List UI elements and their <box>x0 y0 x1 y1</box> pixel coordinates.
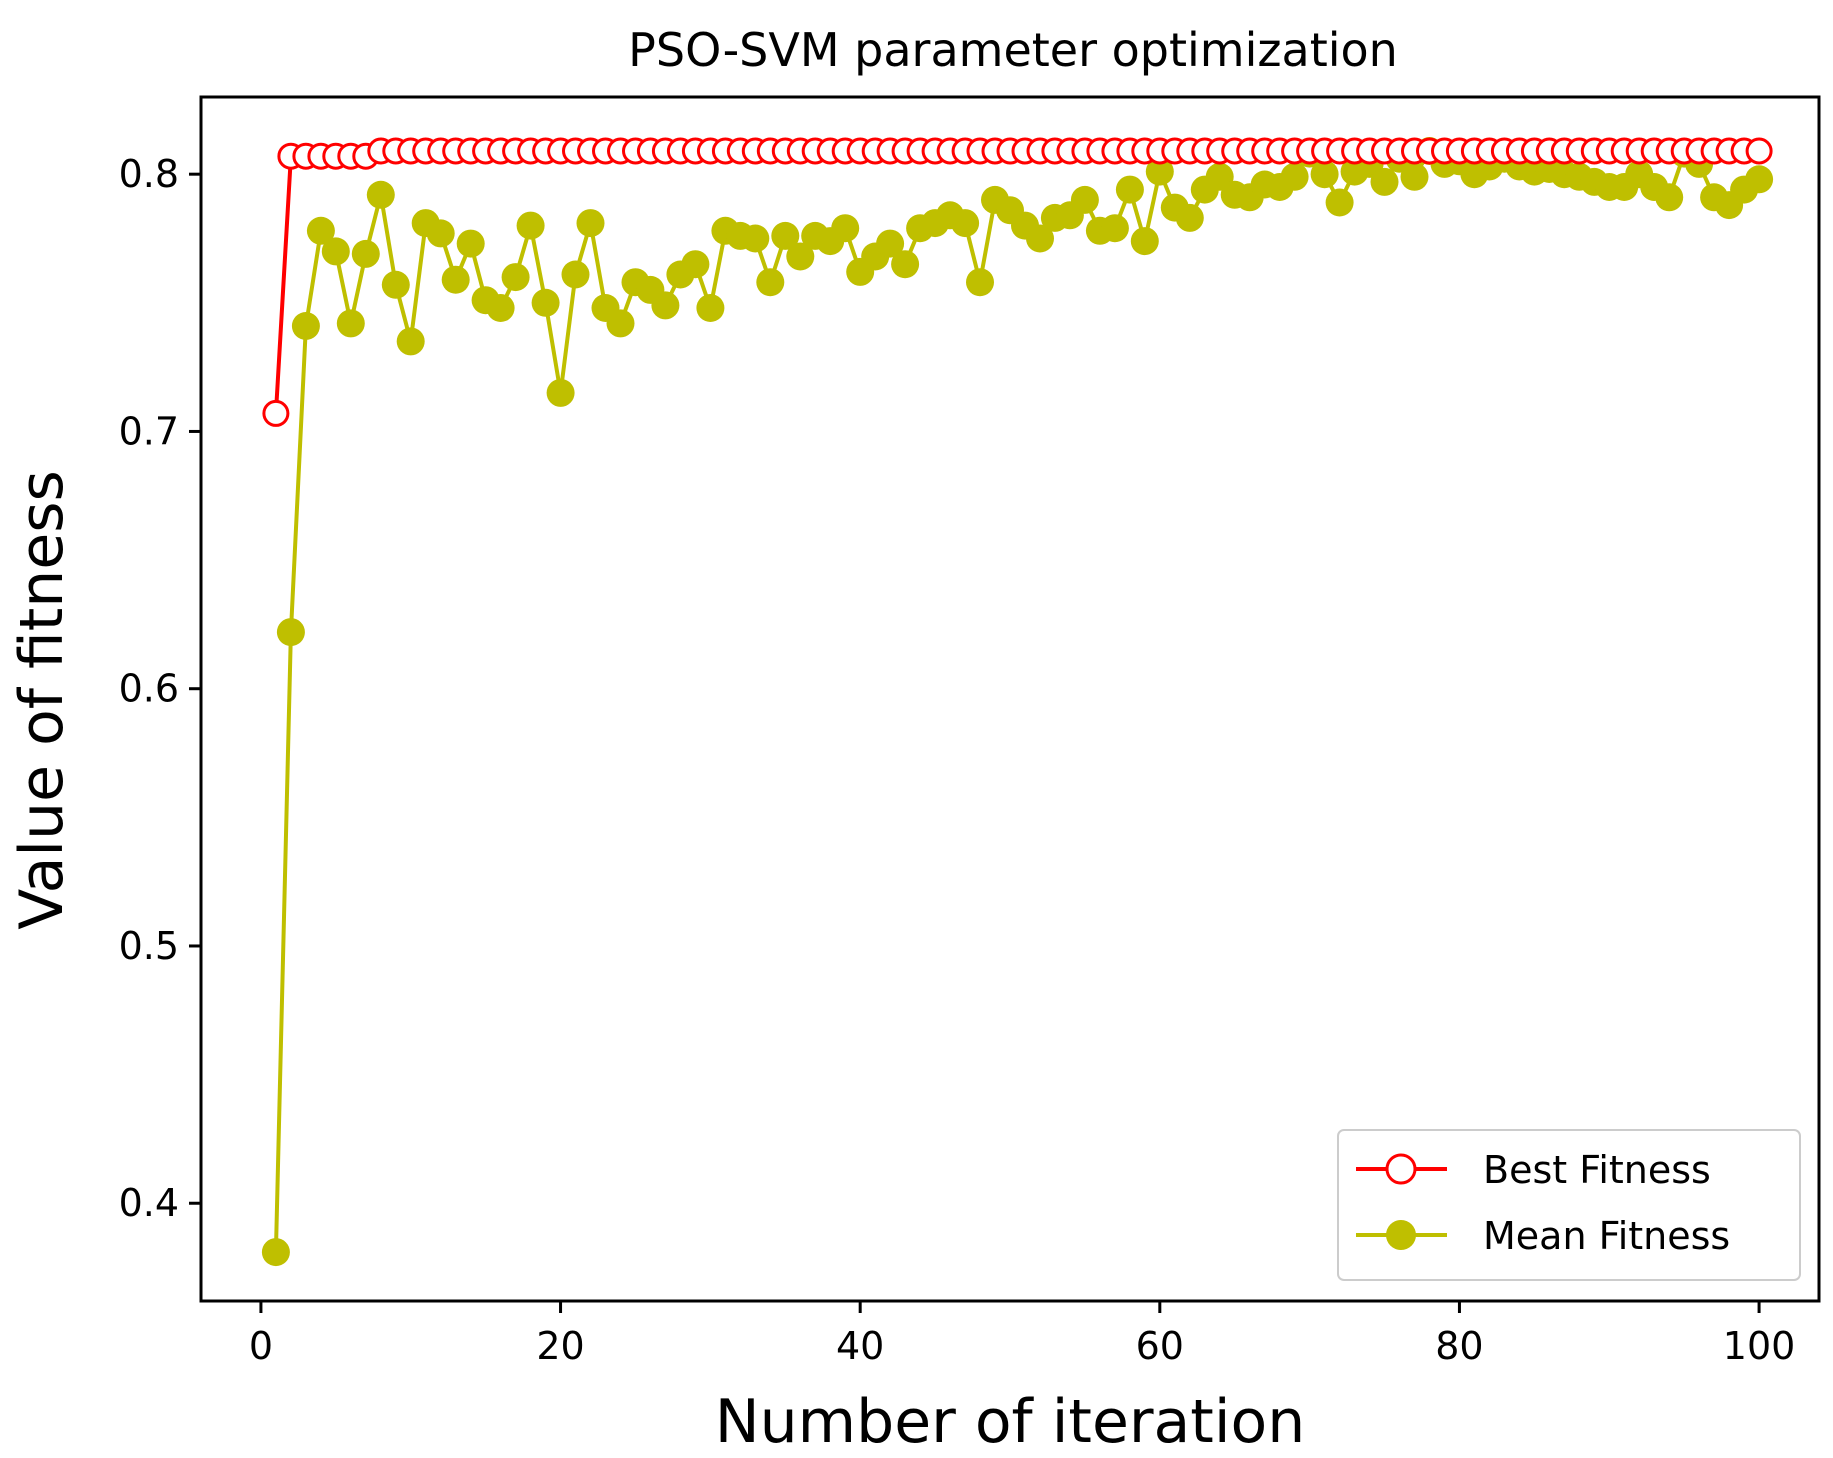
data-point-mean-59 <box>1130 227 1159 256</box>
data-point-mean-7 <box>351 239 380 268</box>
data-point-mean-14 <box>456 229 485 258</box>
x-axis-label: Number of iteration <box>715 1387 1305 1457</box>
y-tick-label-0-7: 0.7 <box>119 409 179 453</box>
data-point-mean-12 <box>426 219 455 248</box>
data-point-mean-13 <box>441 265 470 294</box>
data-point-mean-24 <box>606 309 635 338</box>
data-point-mean-36 <box>786 242 815 271</box>
data-point-mean-58 <box>1115 175 1144 204</box>
data-point-mean-55 <box>1070 185 1099 214</box>
data-point-mean-69 <box>1280 162 1309 191</box>
data-point-best-100 <box>1745 137 1773 165</box>
data-point-mean-9 <box>381 270 410 299</box>
data-point-mean-21 <box>561 260 590 289</box>
data-point-mean-77 <box>1400 162 1429 191</box>
x-tick-label-60: 60 <box>1136 1324 1184 1368</box>
data-point-mean-62 <box>1175 203 1204 232</box>
y-tick-label-0-6: 0.6 <box>119 667 179 711</box>
data-point-mean-100 <box>1745 165 1774 194</box>
y-tick-label-0-4: 0.4 <box>119 1181 179 1225</box>
data-point-mean-1 <box>261 1238 290 1267</box>
data-point-mean-39 <box>831 214 860 243</box>
x-tick-label-0: 0 <box>249 1324 273 1368</box>
data-point-mean-42 <box>876 229 905 258</box>
data-point-mean-57 <box>1100 214 1129 243</box>
y-axis-label: Value of fitness <box>7 470 77 930</box>
legend: Best Fitness Mean Fitness <box>1337 1129 1801 1281</box>
data-point-mean-34 <box>756 268 785 297</box>
data-point-mean-35 <box>771 221 800 250</box>
data-point-mean-75 <box>1370 167 1399 196</box>
data-point-mean-72 <box>1325 188 1354 217</box>
data-point-mean-17 <box>501 263 530 292</box>
x-tick-label-20: 20 <box>536 1324 584 1368</box>
x-tick-label-100: 100 <box>1723 1324 1796 1368</box>
data-point-mean-5 <box>321 237 350 266</box>
data-point-mean-71 <box>1310 160 1339 189</box>
data-point-mean-33 <box>741 224 770 253</box>
data-point-mean-18 <box>516 211 545 240</box>
ticks-layer: 0 20 40 60 80 100 0.4 0.5 0.6 0.7 0.8 <box>119 152 1796 1368</box>
legend-mean-label: Mean Fitness <box>1483 1214 1730 1258</box>
data-point-mean-10 <box>396 327 425 356</box>
legend-mean-marker <box>1386 1220 1416 1250</box>
data-point-mean-27 <box>651 291 680 320</box>
data-point-mean-30 <box>696 294 725 322</box>
data-point-mean-60 <box>1145 157 1174 186</box>
legend-best-label: Best Fitness <box>1483 1148 1711 1192</box>
data-point-mean-4 <box>306 216 335 245</box>
plot-frame <box>199 95 1821 1303</box>
x-tick-label-80: 80 <box>1435 1324 1483 1368</box>
data-point-best-1 <box>262 399 290 427</box>
data-point-mean-2 <box>276 618 305 647</box>
data-point-mean-47 <box>951 209 980 238</box>
data-point-mean-43 <box>891 250 920 279</box>
data-point-mean-8 <box>366 180 395 209</box>
plot-layer <box>261 137 1774 1267</box>
data-point-mean-94 <box>1655 183 1684 212</box>
data-point-mean-19 <box>531 288 560 317</box>
legend-best-marker <box>1385 1153 1417 1185</box>
data-point-mean-52 <box>1026 224 1054 253</box>
y-tick-label-0-8: 0.8 <box>119 152 179 196</box>
data-point-mean-20 <box>546 378 575 407</box>
data-point-mean-29 <box>681 250 710 279</box>
legend-box <box>1337 1129 1801 1281</box>
data-point-mean-48 <box>966 268 994 297</box>
y-tick-label-0-5: 0.5 <box>119 924 179 968</box>
data-point-mean-6 <box>336 309 365 338</box>
chart-title: PSO-SVM parameter optimization <box>628 23 1398 77</box>
data-point-mean-16 <box>486 294 515 322</box>
x-tick-label-40: 40 <box>836 1324 884 1368</box>
data-point-mean-22 <box>576 209 605 238</box>
data-point-mean-3 <box>291 312 320 340</box>
